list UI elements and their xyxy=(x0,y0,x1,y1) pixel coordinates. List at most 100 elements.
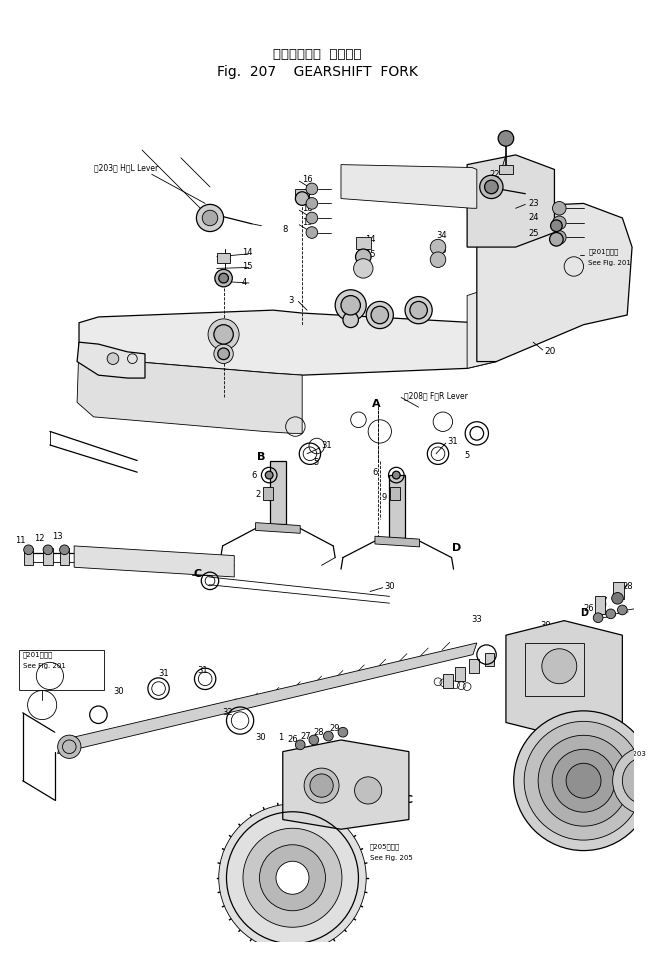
Text: See Fig. 201: See Fig. 201 xyxy=(588,260,631,266)
Text: 29: 29 xyxy=(613,590,623,598)
Circle shape xyxy=(606,609,615,619)
Polygon shape xyxy=(256,523,300,533)
Text: 34: 34 xyxy=(436,231,447,240)
Text: 9: 9 xyxy=(381,493,387,502)
Bar xyxy=(484,653,494,666)
Circle shape xyxy=(323,731,333,741)
Text: 32: 32 xyxy=(222,708,233,717)
Text: See Fig. 203: See Fig. 203 xyxy=(603,750,646,756)
Text: 第201図参照: 第201図参照 xyxy=(23,651,53,658)
Text: 第205図参照: 第205図参照 xyxy=(370,843,400,850)
Circle shape xyxy=(410,301,427,319)
Circle shape xyxy=(393,471,400,479)
Circle shape xyxy=(366,301,393,329)
Bar xyxy=(469,660,479,673)
Circle shape xyxy=(335,290,366,321)
Circle shape xyxy=(550,232,563,246)
Circle shape xyxy=(243,828,342,927)
Bar xyxy=(443,674,452,687)
Text: 28: 28 xyxy=(314,728,325,737)
Circle shape xyxy=(405,296,432,324)
Bar xyxy=(295,189,309,199)
Circle shape xyxy=(43,545,53,554)
Circle shape xyxy=(310,774,333,797)
Text: 第208図 F－R Lever: 第208図 F－R Lever xyxy=(404,391,468,400)
Circle shape xyxy=(259,845,325,911)
Text: 2: 2 xyxy=(256,490,261,499)
Circle shape xyxy=(214,325,233,344)
Circle shape xyxy=(215,270,232,287)
Circle shape xyxy=(355,777,381,804)
Circle shape xyxy=(552,750,615,813)
Text: 5: 5 xyxy=(314,458,319,467)
Circle shape xyxy=(480,175,503,199)
Text: 5: 5 xyxy=(464,451,469,460)
Bar xyxy=(43,548,53,565)
Circle shape xyxy=(306,212,318,224)
Circle shape xyxy=(107,353,119,364)
Text: 20: 20 xyxy=(544,347,556,357)
Circle shape xyxy=(552,216,566,229)
Bar xyxy=(263,487,273,500)
Circle shape xyxy=(57,735,81,758)
Text: 6: 6 xyxy=(372,467,378,477)
Text: 14: 14 xyxy=(242,249,252,257)
Circle shape xyxy=(23,545,33,554)
Circle shape xyxy=(353,259,373,278)
Text: 21: 21 xyxy=(490,185,500,193)
Circle shape xyxy=(309,735,319,745)
Text: 31: 31 xyxy=(321,442,333,450)
Text: 7: 7 xyxy=(365,270,370,279)
Text: 26: 26 xyxy=(584,603,594,613)
Text: 11: 11 xyxy=(15,535,25,545)
Circle shape xyxy=(617,605,627,615)
Circle shape xyxy=(306,183,318,195)
Text: C: C xyxy=(194,569,201,579)
Polygon shape xyxy=(375,536,420,547)
Circle shape xyxy=(552,202,566,215)
Circle shape xyxy=(371,306,389,324)
Circle shape xyxy=(218,273,228,283)
Circle shape xyxy=(218,804,366,951)
Circle shape xyxy=(550,220,562,231)
Text: 18: 18 xyxy=(302,204,313,213)
Text: 35: 35 xyxy=(436,247,447,255)
Text: 31: 31 xyxy=(448,437,458,445)
Circle shape xyxy=(524,722,643,840)
Text: 30: 30 xyxy=(113,687,124,696)
Bar xyxy=(270,461,286,524)
Polygon shape xyxy=(506,620,623,737)
Text: 22: 22 xyxy=(490,170,500,179)
Bar xyxy=(19,650,104,690)
Polygon shape xyxy=(79,310,496,375)
Circle shape xyxy=(430,252,446,268)
Text: 12: 12 xyxy=(35,533,45,543)
Text: ギヤーシフト  フォーク: ギヤーシフト フォーク xyxy=(273,49,362,61)
Circle shape xyxy=(484,180,498,194)
Polygon shape xyxy=(77,344,302,433)
Bar xyxy=(389,475,405,538)
Circle shape xyxy=(276,861,309,894)
Circle shape xyxy=(514,711,652,851)
Bar xyxy=(499,164,512,174)
Circle shape xyxy=(338,728,348,737)
Text: 第201図参照: 第201図参照 xyxy=(588,249,619,255)
Text: 6: 6 xyxy=(252,470,257,480)
Circle shape xyxy=(295,740,305,750)
Text: 8: 8 xyxy=(283,225,288,234)
Text: 25: 25 xyxy=(528,229,539,238)
Text: 31: 31 xyxy=(198,665,208,675)
Circle shape xyxy=(343,312,359,328)
Circle shape xyxy=(295,192,309,206)
Text: D: D xyxy=(452,543,461,553)
Polygon shape xyxy=(74,546,234,577)
Polygon shape xyxy=(467,155,554,247)
Polygon shape xyxy=(57,643,477,753)
Text: 15: 15 xyxy=(365,250,376,259)
Circle shape xyxy=(306,227,318,238)
Circle shape xyxy=(566,763,601,798)
Text: 30: 30 xyxy=(256,732,266,742)
Text: 13: 13 xyxy=(52,532,63,541)
Text: 23: 23 xyxy=(528,199,539,207)
Text: D: D xyxy=(580,608,587,618)
